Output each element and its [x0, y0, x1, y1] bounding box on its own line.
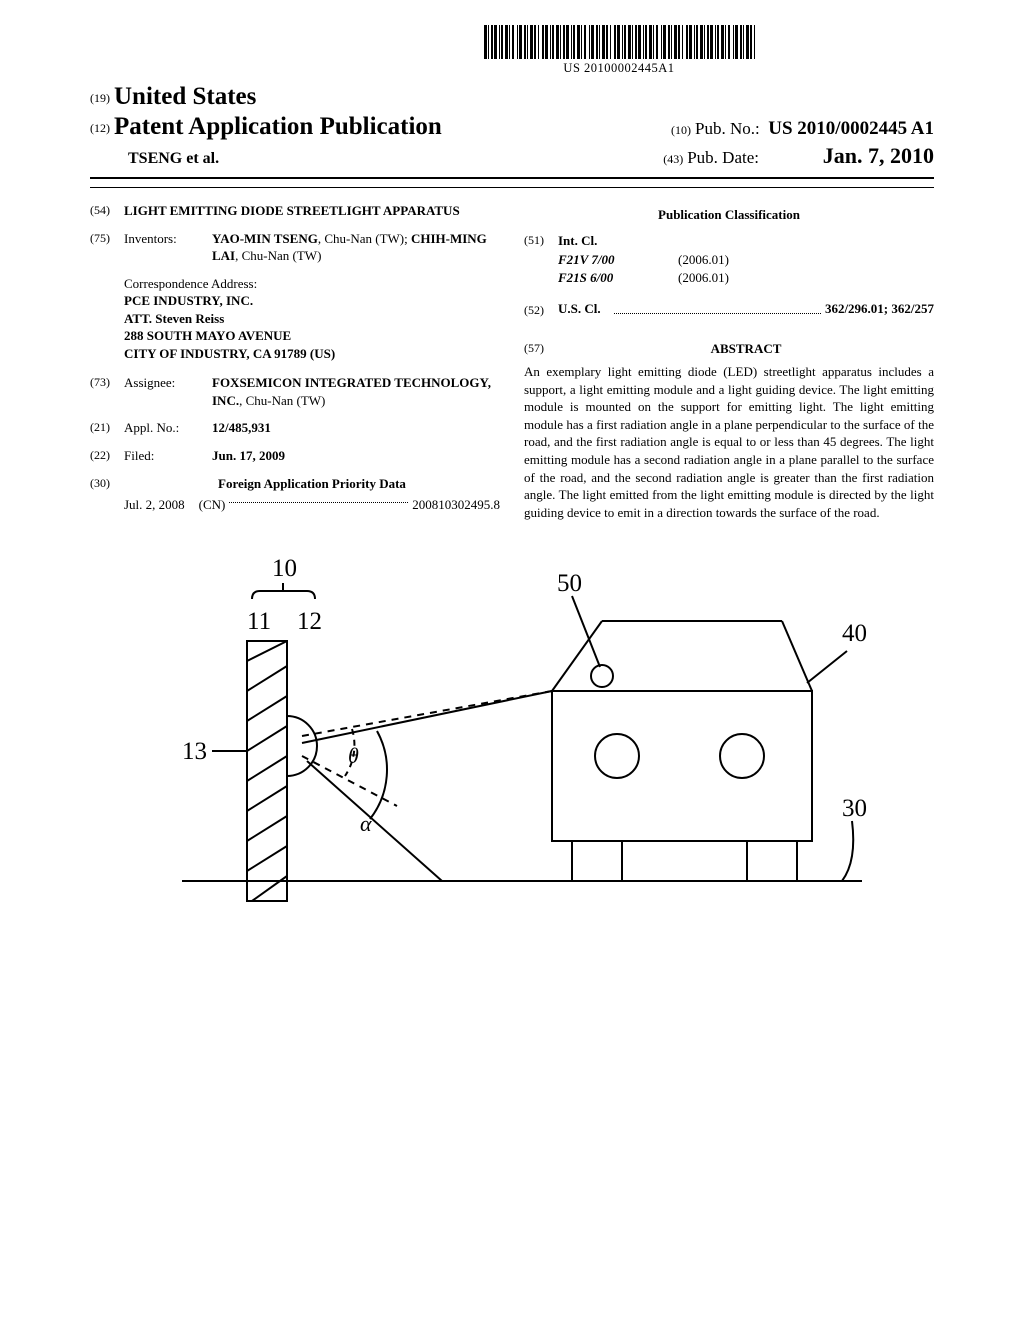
svg-text:10: 10: [272, 555, 297, 582]
code-51: (51): [524, 232, 558, 250]
classification-title: Publication Classification: [524, 206, 934, 224]
patent-figure: 10 11 12 13 50 40 30 θ α: [152, 541, 872, 921]
authors: TSENG et al.: [90, 150, 219, 168]
dot-leader: [229, 492, 408, 503]
correspondence-label: Correspondence Address:: [124, 275, 500, 293]
code-10: (10): [671, 123, 691, 137]
code-43: (43): [663, 152, 683, 166]
assignee: FOXSEMICON INTEGRATED TECHNOLOGY, INC., …: [212, 374, 500, 409]
priority-title: Foreign Application Priority Data: [124, 475, 500, 493]
code-21: (21): [90, 419, 124, 437]
intcl-label: Int. Cl.: [558, 232, 934, 250]
svg-text:θ: θ: [348, 743, 359, 768]
svg-text:13: 13: [182, 738, 207, 765]
abstract-label: ABSTRACT: [558, 340, 934, 358]
barcode-text: US 20100002445A1: [394, 61, 844, 76]
divider-thick: [90, 177, 934, 179]
intcl-row-1: F21S 6/00(2006.01): [558, 269, 934, 287]
filed-date: Jun. 17, 2009: [212, 447, 500, 465]
dot-leader: [614, 303, 821, 314]
barcode-bars: [394, 25, 844, 59]
applno-label: Appl. No.:: [124, 419, 212, 437]
correspondence-address: Correspondence Address: PCE INDUSTRY, IN…: [124, 275, 500, 363]
svg-text:30: 30: [842, 795, 867, 822]
svg-text:α: α: [360, 811, 372, 836]
pub-date: (43)Pub. Date: Jan. 7, 2010: [663, 143, 934, 169]
filed-label: Filed:: [124, 447, 212, 465]
abstract-text: An exemplary light emitting diode (LED) …: [524, 363, 934, 521]
right-column: Publication Classification (51) Int. Cl.…: [524, 202, 934, 521]
svg-text:12: 12: [297, 608, 322, 635]
svg-text:40: 40: [842, 620, 867, 647]
publication-title: (12)Patent Application Publication: [90, 113, 442, 141]
code-52: (52): [524, 302, 558, 318]
code-30: (30): [90, 475, 124, 493]
pub-number: (10)Pub. No.: US 2010/0002445 A1: [671, 118, 934, 140]
code-12: (12): [90, 121, 110, 135]
assignee-label: Assignee:: [124, 374, 212, 409]
uscl-label: U.S. Cl.: [558, 300, 610, 318]
svg-text:11: 11: [247, 608, 271, 635]
code-54: (54): [90, 202, 124, 220]
priority-number: 200810302495.8: [412, 496, 500, 514]
priority-date: Jul. 2, 2008: [124, 496, 185, 514]
uscl-value: 362/296.01; 362/257: [825, 300, 934, 318]
inventors-label: Inventors:: [124, 230, 212, 265]
code-57: (57): [524, 340, 558, 358]
priority-data: Jul. 2, 2008 (CN) 200810302495.8: [124, 496, 500, 514]
applno: 12/485,931: [212, 419, 500, 437]
code-22: (22): [90, 447, 124, 465]
left-column: (54) LIGHT EMITTING DIODE STREETLIGHT AP…: [90, 202, 500, 521]
priority-country: (CN): [199, 496, 226, 514]
code-75: (75): [90, 230, 124, 265]
svg-text:50: 50: [557, 570, 582, 597]
barcode: US 20100002445A1: [394, 25, 844, 76]
invention-title: LIGHT EMITTING DIODE STREETLIGHT APPARAT…: [124, 202, 500, 220]
code-19: (19): [90, 91, 110, 105]
divider-thin: [90, 187, 934, 188]
intcl-row-0: F21V 7/00(2006.01): [558, 251, 934, 269]
header-country: (19)United States: [90, 83, 934, 111]
code-73: (73): [90, 374, 124, 409]
inventors: YAO-MIN TSENG, Chu-Nan (TW); CHIH-MING L…: [212, 230, 500, 265]
